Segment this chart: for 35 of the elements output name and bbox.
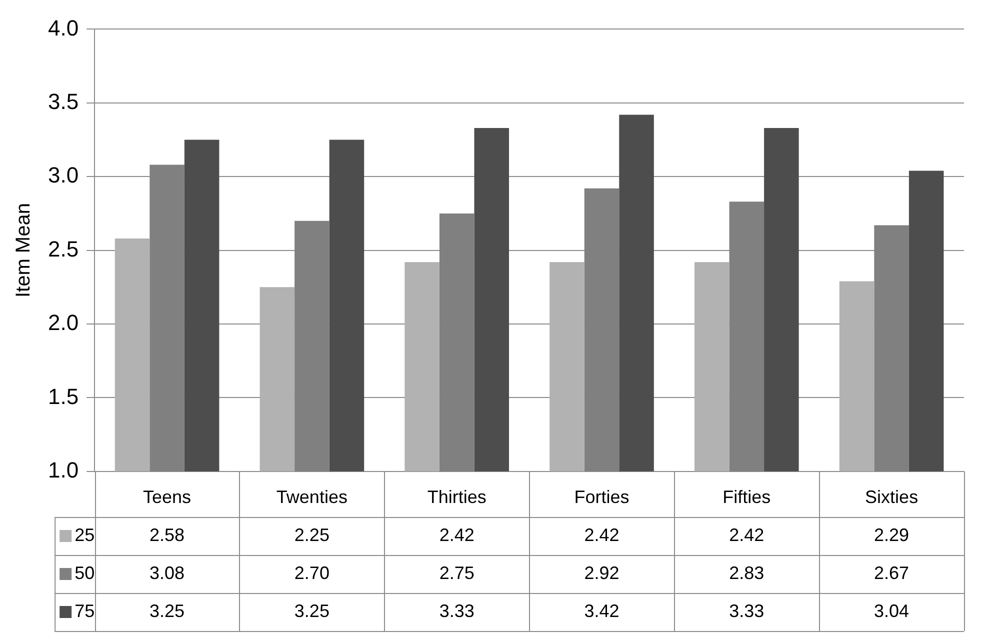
data-label: 2.25 (294, 524, 330, 545)
data-label: 3.33 (729, 600, 764, 621)
x-tick-label: Thirties (427, 487, 486, 508)
y-tick-label: 2.0 (48, 310, 79, 336)
data-label: 3.33 (439, 600, 474, 621)
data-label: 2.42 (439, 524, 474, 545)
data-label: 3.08 (150, 562, 185, 583)
x-tick-label: Twenties (276, 487, 348, 508)
legend-label: 25 (74, 524, 95, 545)
x-tick-label: Sixties (865, 487, 918, 508)
data-label: 3.04 (874, 600, 910, 621)
y-axis-title: Item Mean (12, 203, 35, 298)
x-tick-label: Forties (574, 487, 630, 508)
data-label: 3.42 (584, 600, 620, 621)
y-tick-label: 3.0 (48, 162, 79, 188)
data-label: 2.29 (874, 524, 910, 545)
data-label: 2.67 (874, 562, 910, 583)
data-label: 2.70 (294, 562, 330, 583)
y-tick-label: 3.5 (48, 88, 79, 114)
x-tick-label: Teens (143, 487, 192, 508)
data-label: 2.75 (439, 562, 474, 583)
y-tick-label: 4.0 (48, 15, 79, 40)
data-label: 2.92 (584, 562, 620, 583)
data-label: 2.42 (584, 524, 620, 545)
x-tick-label: Fifties (722, 487, 771, 508)
y-tick-label: 2.5 (48, 236, 79, 262)
y-tick-label: 1.5 (48, 384, 79, 409)
legend-label: 50 (74, 562, 95, 583)
y-tick-label: 1.0 (48, 457, 79, 482)
data-label: 3.25 (150, 600, 185, 621)
legend-label: 75 (74, 600, 95, 621)
data-label: 2.42 (729, 524, 764, 545)
data-label: 2.58 (150, 524, 185, 545)
data-label: 2.83 (729, 562, 764, 583)
data-label: 3.25 (294, 600, 330, 621)
